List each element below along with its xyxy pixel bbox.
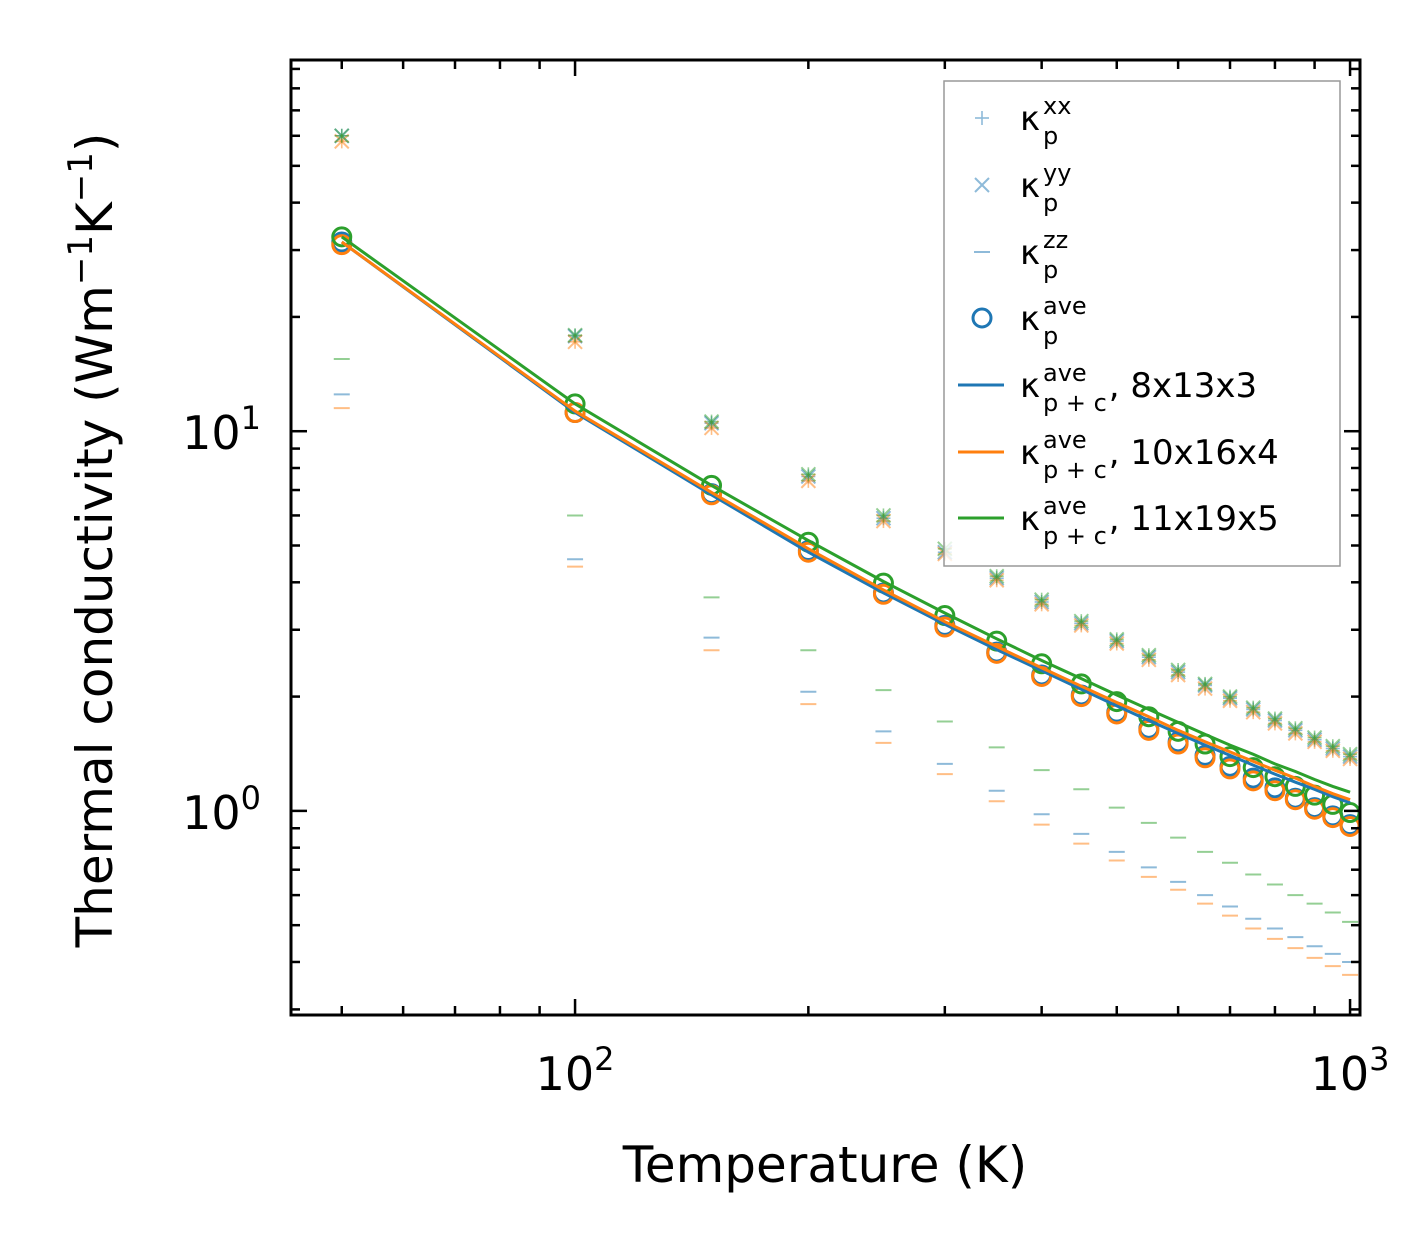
kyy-point-b xyxy=(1287,720,1304,737)
kyy-point xyxy=(1222,688,1238,705)
kyy-point-b xyxy=(703,413,720,430)
legend-subscript: p xyxy=(1043,322,1058,350)
kyy-point xyxy=(567,327,583,343)
kyy-point-b xyxy=(1170,662,1186,678)
legend-symbol: κ xyxy=(1020,166,1040,206)
x-tick-label: 102 xyxy=(536,1040,615,1101)
legend-superscript: ave xyxy=(1043,426,1087,454)
kave-point xyxy=(1284,789,1306,811)
kyy-point-b xyxy=(567,327,583,343)
legend-box xyxy=(943,80,1341,567)
legend-plus-marker xyxy=(975,111,989,125)
kyy-point-b xyxy=(1325,738,1341,754)
legend-subscript: p + c xyxy=(1043,522,1107,550)
kyy-point xyxy=(1197,676,1213,692)
kyy-point xyxy=(1342,746,1358,762)
kyy-point xyxy=(1033,591,1050,608)
kyy-point xyxy=(334,128,350,144)
series-11x19x5 xyxy=(333,128,1359,923)
kyy-point-b xyxy=(1197,676,1213,692)
legend-superscript: ave xyxy=(1043,492,1087,520)
y-tick-label: 101 xyxy=(182,399,261,460)
legend-entry: κ zzp xyxy=(974,226,1068,284)
kyy-point-b xyxy=(1033,591,1050,608)
legend-symbol: κ xyxy=(1020,433,1040,473)
legend-x-marker xyxy=(974,177,990,193)
legend-symbol: κ xyxy=(1020,299,1040,339)
legend-symbol: κ xyxy=(1020,99,1040,139)
legend-superscript: zz xyxy=(1043,226,1068,254)
legend-superscript: ave xyxy=(1043,359,1087,387)
legend-symbol: κ xyxy=(1020,366,1040,406)
kyy-point-b xyxy=(1109,631,1125,648)
kyy-point-b xyxy=(1267,710,1283,727)
kyy-point xyxy=(1306,729,1323,746)
kave-point xyxy=(1194,747,1216,769)
legend-subscript: p + c xyxy=(1043,456,1107,484)
legend-subscript: p xyxy=(1043,189,1058,217)
legend-suffix: , 10x16x4 xyxy=(1109,433,1279,473)
kyy-point-b xyxy=(1141,647,1157,663)
legend-circle-marker xyxy=(971,307,993,329)
tick-labels: 102 103 100 101 xyxy=(182,399,1389,1101)
kyy-point-b xyxy=(1245,699,1261,716)
legend-x-marker-b xyxy=(974,177,990,193)
kyy-point-b xyxy=(800,466,817,483)
kyy-point xyxy=(1325,738,1341,754)
axis-ticks xyxy=(291,60,1360,1015)
kyy-point xyxy=(1073,613,1090,629)
legend-subscript: p xyxy=(1043,256,1058,284)
kpc-line-10x16x4 xyxy=(340,240,1351,802)
plot-area xyxy=(331,128,1360,976)
axes-frame xyxy=(289,58,1362,1017)
kyy-point-b xyxy=(334,128,350,144)
kyy-point-b xyxy=(989,568,1005,584)
legend-superscript: ave xyxy=(1043,292,1087,320)
legend-subscript: p xyxy=(1043,122,1058,150)
kpc-line-8x13x3 xyxy=(340,240,1351,805)
legend-superscript: xx xyxy=(1043,92,1071,120)
x-tick-label: 103 xyxy=(1311,1040,1390,1101)
kave-point xyxy=(1242,770,1264,792)
legend-entry: κ yyp xyxy=(974,159,1071,217)
legend-suffix: , 8x13x3 xyxy=(1109,366,1257,406)
kave-point xyxy=(331,226,353,248)
kyy-point-b xyxy=(875,507,892,524)
kave-point xyxy=(1264,780,1286,802)
y-tick-label: 100 xyxy=(182,779,261,840)
kyy-point xyxy=(1245,699,1261,716)
kyy-point-b xyxy=(1306,729,1323,746)
kyy-point xyxy=(1170,662,1186,678)
y-axis-label: Thermal conductivity (Wm−1K−1) xyxy=(61,133,124,949)
kyy-point xyxy=(800,466,817,483)
kyy-point xyxy=(875,507,892,524)
kyy-point-b xyxy=(1342,746,1358,762)
kyy-point xyxy=(1109,631,1125,648)
legend-suffix: , 11x19x5 xyxy=(1109,499,1279,539)
x-axis-label: Temperature (K) xyxy=(622,1136,1027,1194)
kyy-point xyxy=(989,568,1005,584)
kave-point xyxy=(1219,758,1241,780)
legend-symbol: κ xyxy=(1020,233,1040,273)
kyy-point xyxy=(1141,647,1157,663)
legend-subscript: p + c xyxy=(1043,389,1107,417)
legend-entry: κ xxp xyxy=(975,92,1071,150)
kyy-point xyxy=(703,413,720,430)
kyy-point-b xyxy=(1222,688,1238,705)
legend-superscript: yy xyxy=(1043,159,1071,187)
legend-symbol: κ xyxy=(1020,499,1040,539)
kyy-point xyxy=(1287,720,1304,737)
kyy-point xyxy=(1267,710,1283,727)
kyy-point-b xyxy=(1073,613,1090,629)
kpc-line-11x19x5 xyxy=(340,235,1351,794)
